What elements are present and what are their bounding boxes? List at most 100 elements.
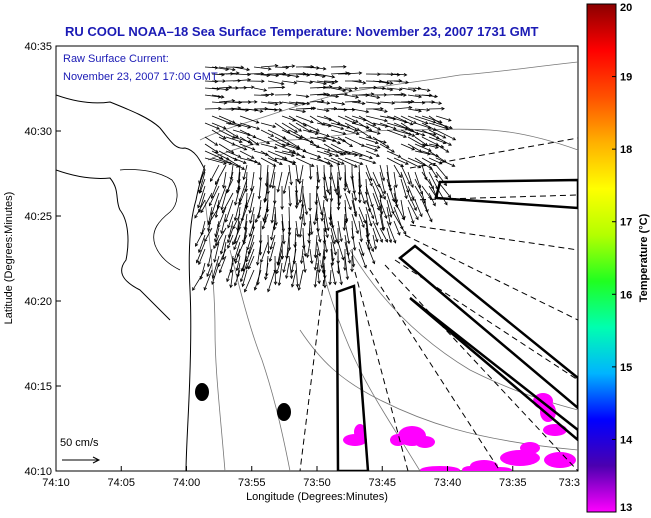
current-vector (400, 143, 415, 151)
current-vector-head (403, 231, 407, 235)
current-vector (393, 171, 397, 188)
colorbar-label: Temperature (°C) (638, 213, 650, 302)
current-vector-head (287, 247, 292, 251)
current-vector-head (255, 142, 260, 146)
current-vector-head (370, 248, 374, 253)
current-vector-head (195, 243, 199, 247)
x-tick-label: 74:00 (173, 477, 201, 489)
current-vector (295, 157, 314, 167)
current-vector (344, 72, 362, 75)
current-vector (344, 122, 360, 131)
current-vector (365, 115, 388, 122)
current-vector (253, 73, 270, 76)
current-vector (258, 178, 262, 199)
current-vector (207, 248, 213, 267)
current-vector (393, 199, 405, 220)
current-vector-head (335, 94, 340, 99)
current-vector-head (359, 161, 364, 166)
current-vector-head (350, 268, 354, 273)
current-vector (243, 164, 248, 180)
sst-patch (420, 466, 460, 471)
current-vector-head (232, 67, 236, 72)
current-vector-head (195, 259, 200, 264)
current-vector (400, 87, 416, 92)
current-vector (253, 66, 271, 70)
current-vector (365, 143, 380, 149)
current-vector-head (298, 180, 302, 185)
current-vector (344, 206, 348, 222)
current-vector-head (340, 126, 345, 130)
current-vector (330, 171, 337, 192)
sst-patch (415, 436, 435, 448)
current-vector (278, 262, 283, 286)
current-vector (321, 248, 325, 269)
current-vector (358, 206, 366, 224)
current-vector (323, 94, 339, 98)
current-vector (225, 107, 241, 110)
current-vector-head (377, 126, 382, 131)
current-vector (314, 234, 318, 258)
current-vector-head (221, 209, 226, 214)
current-vector (204, 80, 218, 82)
current-vector (265, 262, 269, 280)
current-vector (208, 213, 213, 232)
current-vector-head (426, 88, 431, 92)
current-vector (201, 220, 206, 236)
current-vector-head (261, 79, 265, 84)
current-vector-head (391, 198, 396, 203)
current-vector-head (251, 85, 255, 90)
current-vector (295, 101, 310, 105)
current-vector (309, 136, 326, 142)
current-vector-head (448, 118, 452, 122)
current-vector (428, 101, 442, 104)
current-vector-head (419, 213, 423, 218)
current-vector-head (369, 177, 373, 182)
current-vector (211, 178, 220, 199)
current-vector-head (330, 262, 335, 267)
current-vector (200, 192, 213, 213)
current-vector (288, 122, 302, 132)
current-vector-head (222, 79, 227, 83)
current-vector (226, 262, 234, 282)
current-vector-head (242, 176, 246, 181)
current-vector-head (270, 236, 274, 241)
current-vector (344, 150, 363, 157)
current-vector (233, 241, 241, 262)
current-vector (218, 143, 234, 154)
current-vector (221, 192, 234, 213)
current-vector-head (407, 181, 411, 185)
current-vector-head (384, 239, 388, 243)
current-vector (306, 241, 311, 258)
current-vector-head (415, 216, 419, 221)
colorbar-tick-label: 16 (620, 289, 632, 301)
current-vector (421, 157, 436, 166)
current-vector-head (417, 86, 422, 91)
current-vector-head (264, 106, 269, 111)
y-tick-label: 40:20 (24, 296, 52, 308)
current-vector (337, 185, 340, 206)
current-vector (295, 122, 312, 133)
current-vector-head (224, 218, 229, 223)
current-vector-head (269, 246, 273, 250)
current-vector (316, 73, 335, 78)
map-layer (56, 61, 578, 471)
current-vector-head (303, 253, 307, 257)
current-vector (407, 115, 429, 124)
current-vector (281, 136, 300, 149)
current-vector-head (432, 120, 437, 124)
current-vector-head (280, 81, 285, 86)
current-vector-head (370, 204, 374, 208)
current-vector (286, 234, 290, 259)
current-vector-head (286, 141, 291, 146)
current-vector-head (342, 131, 347, 136)
current-vector (435, 164, 448, 180)
current-vector (351, 199, 357, 217)
current-vector (330, 87, 346, 92)
current-vector (428, 192, 436, 206)
current-vector-head (332, 138, 337, 142)
current-vector-head (298, 216, 303, 221)
current-vector-head (234, 201, 238, 206)
current-vector-head (449, 125, 453, 130)
current-vector-head (282, 240, 286, 245)
